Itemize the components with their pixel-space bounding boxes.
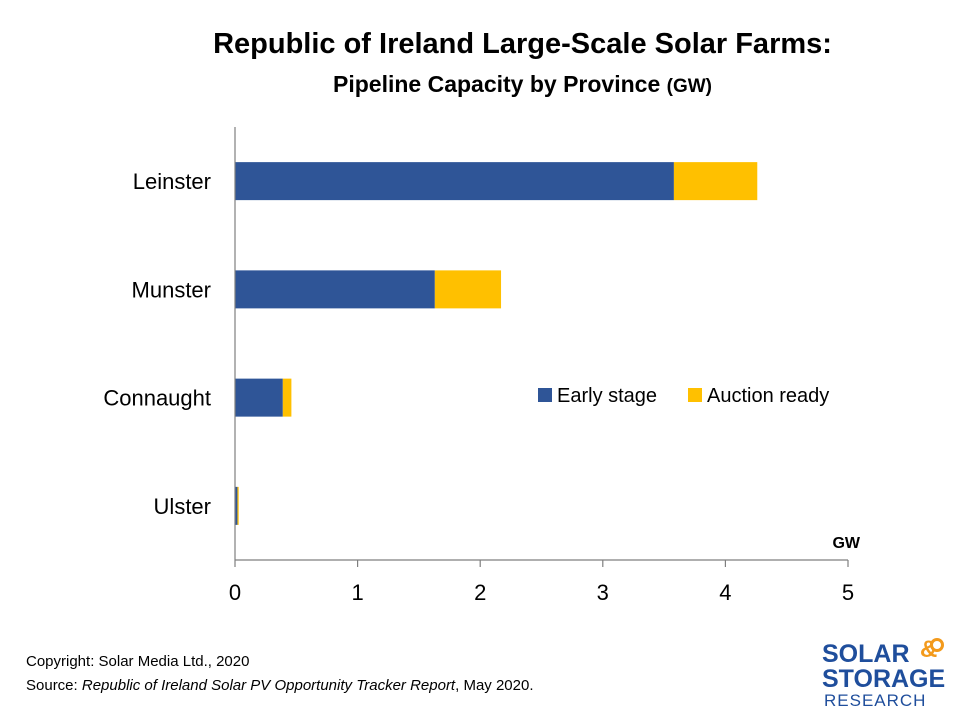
copyright-text: Copyright: Solar Media Ltd., 2020 xyxy=(26,653,250,670)
bar-connaught-auction-ready xyxy=(282,378,292,417)
x-tick-label: 5 xyxy=(842,580,854,605)
legend-label: Auction ready xyxy=(707,385,829,407)
category-label: Ulster xyxy=(154,494,211,519)
legend-swatch xyxy=(688,388,702,402)
category-label: Munster xyxy=(132,277,211,302)
source-date: , May 2020. xyxy=(455,677,534,694)
bar-chart: Leinster Munster Connaught Ulster 0 1 2 3 4 5 GW Ea… xyxy=(103,127,861,605)
bar-connaught-early-stage xyxy=(235,378,283,417)
x-axis-unit-label: GW xyxy=(832,535,860,552)
category-label: Leinster xyxy=(133,169,211,194)
source-text: Source: Republic of Ireland Solar PV Opp… xyxy=(26,677,534,694)
x-tick-label: 0 xyxy=(229,580,241,605)
chart-subtitle-text: Pipeline Capacity by Province xyxy=(333,71,661,97)
bar-ulster-auction-ready xyxy=(237,486,239,525)
x-tick-label: 4 xyxy=(719,580,731,605)
logo-line-solar: SOLAR xyxy=(822,640,910,668)
bar-ulster-early-stage xyxy=(235,486,238,525)
bar-leinster-early-stage xyxy=(235,162,674,201)
bar-leinster-auction-ready xyxy=(673,162,758,201)
x-tick-label: 3 xyxy=(597,580,609,605)
chart-subtitle-unit: (GW) xyxy=(666,76,712,97)
solar-storage-research-logo: SOLAR & STORAGE RESEARCH xyxy=(822,636,946,712)
chart-title: Republic of Ireland Large-Scale Solar Fa… xyxy=(213,28,832,60)
legend-swatch xyxy=(538,388,552,402)
bar-munster-early-stage xyxy=(235,270,435,309)
legend-label: Early stage xyxy=(557,385,657,407)
logo-sun-icon xyxy=(930,638,944,652)
logo-line-research: RESEARCH xyxy=(824,691,927,710)
logo-line-storage: STORAGE xyxy=(822,665,946,693)
chart-subtitle: Pipeline Capacity by Province (GW) xyxy=(0,71,960,98)
bar-munster-auction-ready xyxy=(434,270,502,309)
source-report-title: Republic of Ireland Solar PV Opportunity… xyxy=(81,677,456,694)
category-label: Connaught xyxy=(103,386,211,411)
source-prefix: Source: xyxy=(26,677,82,694)
x-tick-label: 2 xyxy=(474,580,486,605)
x-tick-label: 1 xyxy=(351,580,363,605)
